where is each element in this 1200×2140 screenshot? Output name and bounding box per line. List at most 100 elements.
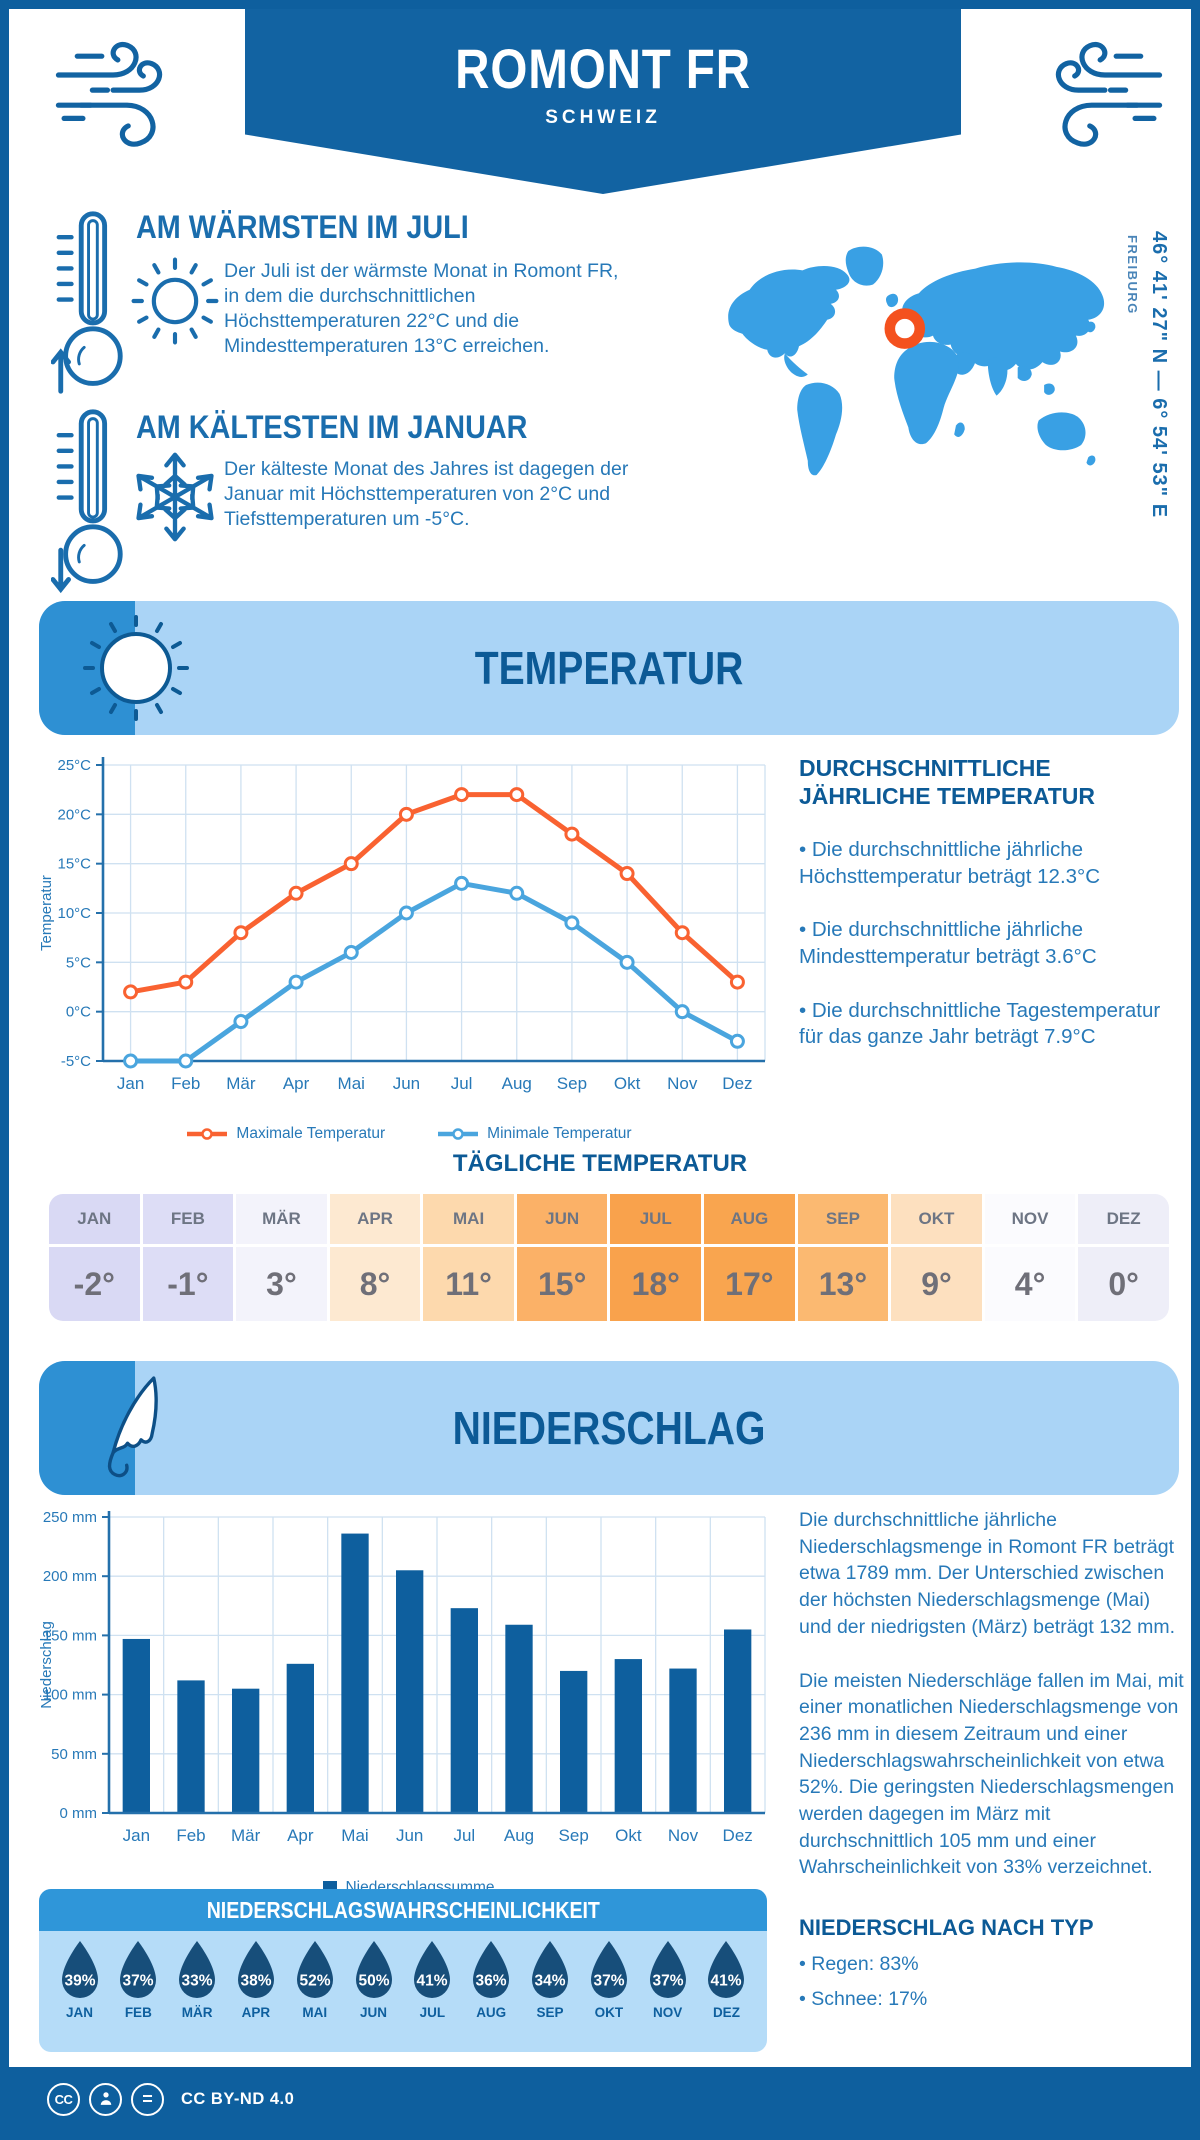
banner-corner-wedge <box>39 1361 135 1495</box>
daily-temp-column-jun: JUN 15° <box>516 1194 608 1321</box>
water-drop-icon: 41% <box>414 1941 451 1998</box>
precipitation-paragraph: Die meisten Niederschläge fallen im Mai,… <box>799 1669 1184 1879</box>
water-drop-icon: 50% <box>355 1941 392 1998</box>
daily-temp-month: NOV <box>984 1194 1076 1244</box>
svg-text:Feb: Feb <box>171 1074 200 1093</box>
sun-icon <box>83 615 189 721</box>
daily-temp-column-aug: AUG 17° <box>704 1194 795 1321</box>
daily-temp-column-sep: SEP 13° <box>797 1194 889 1321</box>
probability-title: NIEDERSCHLAGSWAHRSCHEINLICHKEIT <box>39 1889 767 1931</box>
droplet-month-label: AUG <box>476 2005 507 2020</box>
daily-temp-column-mai: MAI 11° <box>423 1194 514 1321</box>
svg-text:Jul: Jul <box>453 1826 475 1845</box>
probability-droplet-nov: 37% NOV <box>641 1938 694 2020</box>
daily-temp-column-mär: MÄR 3° <box>236 1194 327 1321</box>
water-drop-icon: 39% <box>61 1941 98 1998</box>
temperature-summary: DURCHSCHNITTLICHE JÄHRLICHE TEMPERATUR •… <box>799 755 1187 1051</box>
precipitation-section-title: NIEDERSCHLAG <box>452 1402 766 1454</box>
probability-droplet-jul: 41% JUL <box>406 1938 459 2020</box>
footer: CC = CC BY-ND 4.0 <box>9 2067 1191 2131</box>
legend-item: Minimale Temperatur <box>437 1125 632 1143</box>
svg-text:41%: 41% <box>711 1973 742 1990</box>
water-drop-icon: 33% <box>179 1941 216 1998</box>
cc-icon: CC <box>47 2082 80 2116</box>
daily-temp-month: OKT <box>891 1194 982 1244</box>
svg-text:Sep: Sep <box>557 1074 587 1093</box>
warmest-title: AM WÄRMSTEN IM JULI <box>136 209 469 245</box>
svg-text:Mär: Mär <box>231 1826 261 1845</box>
daily-temp-value: -2° <box>49 1247 140 1321</box>
svg-text:Okt: Okt <box>614 1074 641 1093</box>
daily-temp-value: 15° <box>516 1247 608 1321</box>
daily-temperature-title: TÄGLICHE TEMPERATUR <box>452 1150 748 1177</box>
droplet-month-label: MÄR <box>181 2005 213 2020</box>
droplet-month-label: JAN <box>65 2005 93 2020</box>
map-coordinates: 46° 41' 27" N — 6° 54' 53" E <box>1148 231 1170 519</box>
probability-droplet-sep: 34% SEP <box>524 1938 577 2020</box>
svg-text:-5°C: -5°C <box>61 1053 91 1070</box>
page-title: ROMONT FR <box>455 37 751 100</box>
droplet-month-label: NOV <box>652 2005 683 2020</box>
coldest-text: Der kälteste Monat des Jahres ist dagege… <box>224 458 629 530</box>
svg-text:Apr: Apr <box>287 1826 314 1845</box>
probability-droplet-feb: 37% FEB <box>112 1938 165 2020</box>
daily-temp-value: 17° <box>704 1247 795 1321</box>
water-drop-icon: 36% <box>473 1941 510 1998</box>
svg-text:34%: 34% <box>534 1973 565 1990</box>
droplet-month-label: JUN <box>360 2005 388 2020</box>
daily-temp-month: AUG <box>704 1194 795 1244</box>
probability-droplet-jan: 39% JAN <box>53 1938 106 2020</box>
world-map <box>728 246 1105 476</box>
droplet-month-label: APR <box>241 2005 271 2020</box>
droplet-month-label: DEZ <box>712 2005 740 2020</box>
svg-text:200 mm: 200 mm <box>43 1568 97 1585</box>
daily-temp-column-feb: FEB -1° <box>142 1194 234 1321</box>
water-drop-icon: 41% <box>708 1941 745 1998</box>
location-marker <box>884 308 926 349</box>
daily-temp-column-okt: OKT 9° <box>891 1194 982 1321</box>
wind-icon <box>55 41 163 147</box>
svg-text:20°C: 20°C <box>57 806 91 823</box>
daily-temp-month: JAN <box>49 1194 140 1244</box>
probability-droplet-apr: 38% APR <box>229 1938 282 2020</box>
svg-text:Jun: Jun <box>396 1826 423 1845</box>
svg-text:Jan: Jan <box>123 1826 150 1845</box>
precipitation-paragraph: Die durchschnittliche jährliche Niedersc… <box>799 1509 1176 1638</box>
temperature-chart: -5°C 0°C 5°C 10°C 15°C 20°C 25°C Jan Feb Mär Apr Ma… <box>37 749 781 1143</box>
warmest-text: Der Juli ist der wärmste Monat in Romont… <box>224 260 619 357</box>
svg-text:Dez: Dez <box>723 1826 753 1845</box>
precipitation-type-title: NIEDERSCHLAG NACH TYP <box>799 1915 1094 1941</box>
svg-text:Jun: Jun <box>393 1074 420 1093</box>
coldest-title: AM KÄLTESTEN IM JANUAR <box>136 409 528 445</box>
precipitation-type-bullet: • Schnee: 17% <box>799 1987 928 2010</box>
legend-item: Maximale Temperatur <box>186 1125 385 1143</box>
sun-rays <box>131 257 219 345</box>
daily-temp-value: 13° <box>797 1247 889 1321</box>
wind-icon <box>1055 41 1163 147</box>
temperature-chart-legend: Maximale Temperatur Minimale Temperatur <box>37 1125 781 1143</box>
daily-temp-value: 18° <box>610 1247 702 1321</box>
daily-temp-value: 0° <box>1078 1247 1169 1321</box>
temperature-bullet: • Die durchschnittliche jährliche Mindes… <box>799 918 1097 969</box>
daily-temp-value: 3° <box>236 1247 327 1321</box>
probability-droplet-jun: 50% JUN <box>347 1938 400 2020</box>
svg-text:52%: 52% <box>299 1973 330 1990</box>
precipitation-summary: Die durchschnittliche jährliche Niedersc… <box>799 1507 1187 2021</box>
precipitation-bar-chart: 0 mm 50 mm 100 mm 150 mm 200 mm 250 mm Jan Feb M… <box>38 1509 766 1845</box>
svg-text:Jul: Jul <box>451 1074 473 1093</box>
water-drop-icon: 52% <box>296 1941 333 1998</box>
temperature-bullet: • Die durchschnittliche Tagestemperatur … <box>799 998 1161 1049</box>
svg-text:38%: 38% <box>240 1973 271 1990</box>
continents <box>728 246 1105 476</box>
svg-text:Nov: Nov <box>668 1826 699 1845</box>
svg-text:Mär: Mär <box>226 1074 256 1093</box>
daily-temp-month: JUN <box>516 1194 608 1244</box>
probability-droplet-okt: 37% OKT <box>582 1938 635 2020</box>
svg-text:37%: 37% <box>123 1973 154 1990</box>
daily-temp-column-nov: NOV 4° <box>984 1194 1076 1321</box>
svg-text:Apr: Apr <box>283 1074 310 1093</box>
daily-temp-month: APR <box>329 1194 421 1244</box>
precipitation-type-bullet: • Regen: 83% <box>799 1953 919 1976</box>
droplet-month-label: MAI <box>302 2005 328 2020</box>
precipitation-probability-panel: NIEDERSCHLAGSWAHRSCHEINLICHKEIT 39% JAN 37… <box>39 1889 767 2052</box>
